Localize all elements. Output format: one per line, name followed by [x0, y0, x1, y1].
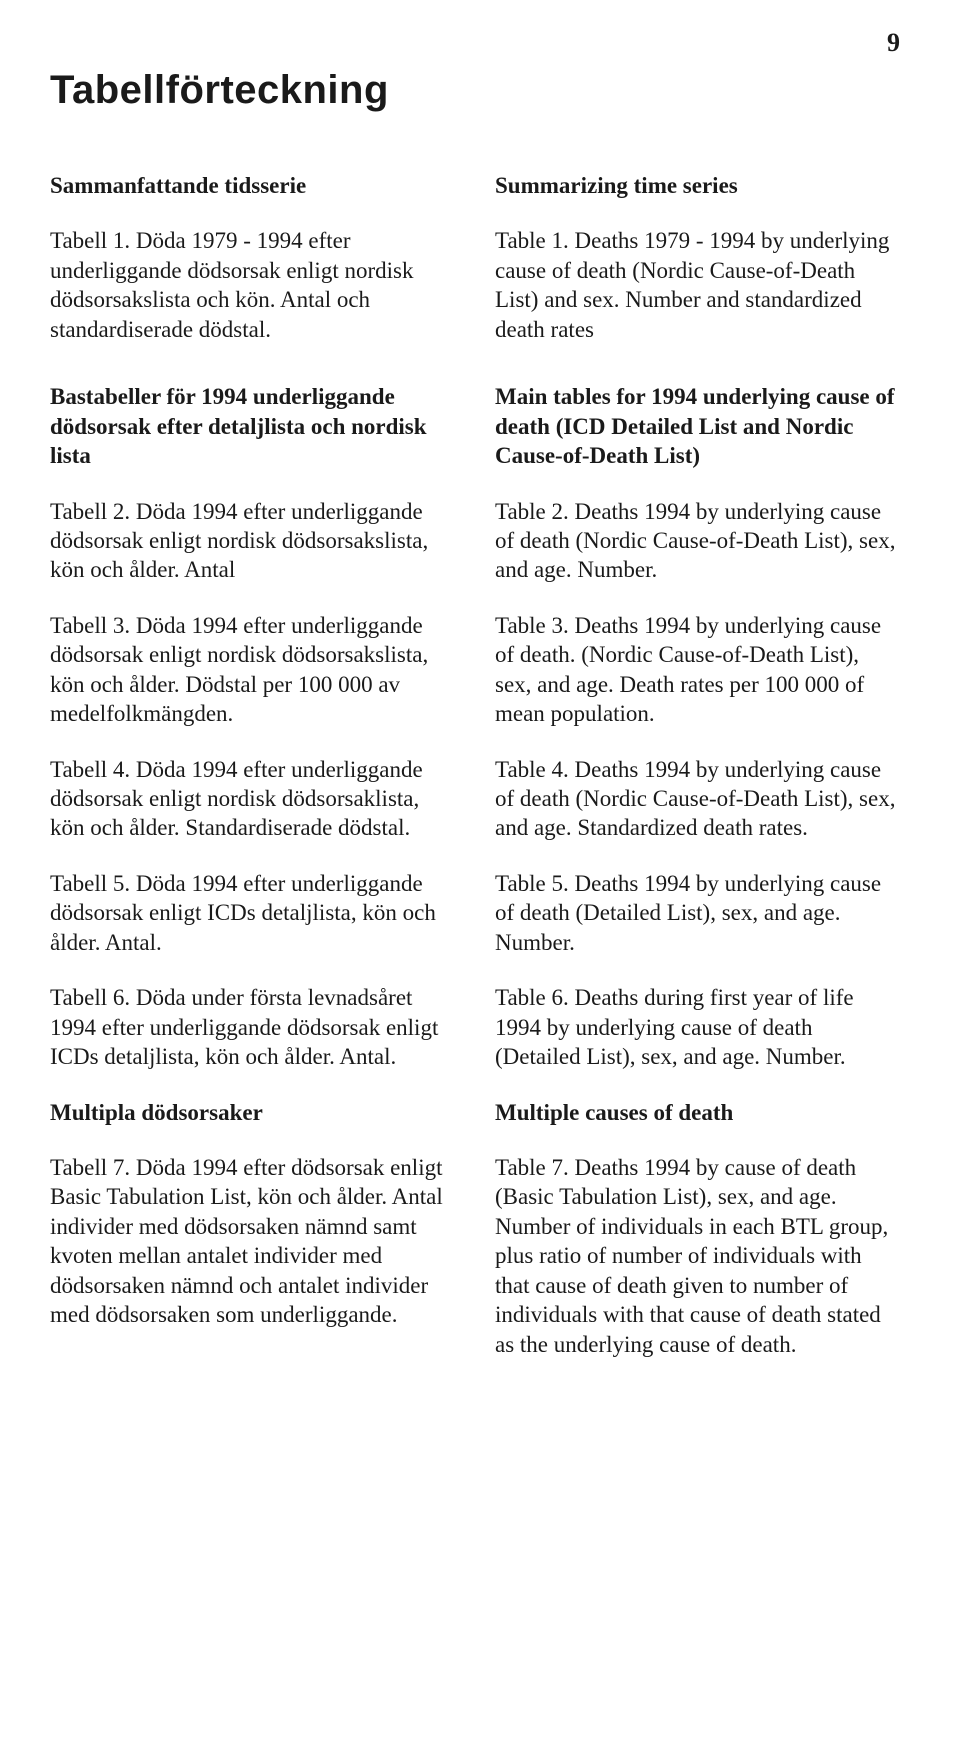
left-section3-head: Multipla dödsorsaker: [50, 1098, 455, 1127]
right-section2-head: Main tables for 1994 underlying cause of…: [495, 382, 900, 470]
right-table-5: Table 5. Deaths 1994 by underlying cause…: [495, 869, 900, 957]
right-section3-head: Multiple causes of death: [495, 1098, 900, 1127]
left-tabell-3: Tabell 3. Döda 1994 efter underliggande …: [50, 611, 455, 729]
left-column: Sammanfattande tidsserie Tabell 1. Döda …: [50, 171, 455, 1385]
left-tabell-5: Tabell 5. Döda 1994 efter underliggande …: [50, 869, 455, 957]
right-section1-head: Summarizing time series: [495, 171, 900, 200]
right-table-6: Table 6. Deaths during first year of lif…: [495, 983, 900, 1071]
right-table-7: Table 7. Deaths 1994 by cause of death (…: [495, 1153, 900, 1359]
left-section1-head: Sammanfattande tidsserie: [50, 171, 455, 200]
right-table-3: Table 3. Deaths 1994 by underlying cause…: [495, 611, 900, 729]
left-tabell-2: Tabell 2. Döda 1994 efter underliggande …: [50, 497, 455, 585]
two-column-layout: Sammanfattande tidsserie Tabell 1. Döda …: [50, 171, 900, 1385]
left-section2-head: Bastabeller för 1994 underliggande dödso…: [50, 382, 455, 470]
right-table-4: Table 4. Deaths 1994 by underlying cause…: [495, 755, 900, 843]
page-title: Tabellförteckning: [50, 68, 900, 113]
right-table-1: Table 1. Deaths 1979 - 1994 by underlyin…: [495, 226, 900, 344]
left-tabell-1: Tabell 1. Döda 1979 - 1994 efter underli…: [50, 226, 455, 344]
page-number: 9: [887, 28, 900, 58]
left-tabell-4: Tabell 4. Döda 1994 efter underliggande …: [50, 755, 455, 843]
left-tabell-6: Tabell 6. Döda under första levnadsåret …: [50, 983, 455, 1071]
left-tabell-7: Tabell 7. Döda 1994 efter dödsorsak enli…: [50, 1153, 455, 1330]
right-table-2: Table 2. Deaths 1994 by underlying cause…: [495, 497, 900, 585]
right-column: Summarizing time series Table 1. Deaths …: [495, 171, 900, 1385]
